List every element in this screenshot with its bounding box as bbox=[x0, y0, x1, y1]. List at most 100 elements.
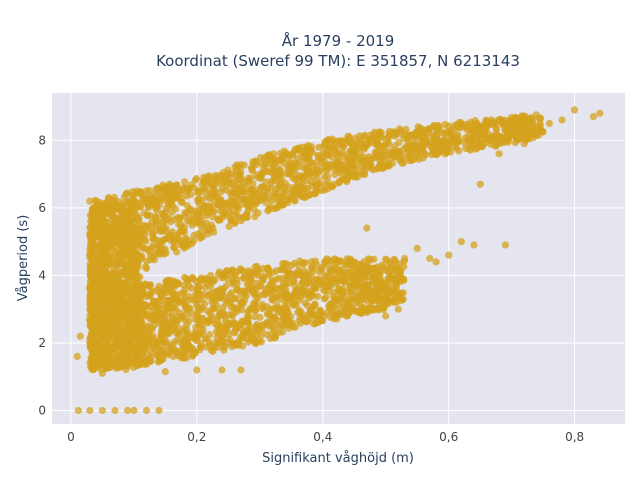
data-point bbox=[149, 230, 157, 238]
data-point bbox=[195, 321, 203, 329]
data-point bbox=[426, 254, 434, 263]
data-point bbox=[300, 185, 308, 193]
data-point bbox=[127, 208, 135, 216]
data-point bbox=[282, 318, 290, 326]
data-point bbox=[103, 242, 111, 250]
data-point bbox=[228, 310, 237, 318]
data-point bbox=[244, 338, 252, 346]
data-point bbox=[252, 338, 260, 346]
data-point bbox=[117, 235, 125, 243]
data-point bbox=[157, 290, 165, 298]
data-point bbox=[244, 314, 252, 322]
data-point bbox=[171, 295, 179, 303]
data-point bbox=[360, 289, 368, 297]
data-point bbox=[90, 358, 98, 366]
data-point bbox=[419, 143, 427, 151]
data-point bbox=[533, 126, 541, 134]
data-point bbox=[379, 154, 387, 162]
data-point bbox=[174, 213, 182, 222]
data-point bbox=[177, 221, 185, 229]
data-point bbox=[197, 340, 205, 348]
data-point bbox=[352, 275, 360, 283]
data-point bbox=[272, 204, 280, 212]
data-point bbox=[316, 154, 324, 162]
data-point bbox=[340, 276, 348, 284]
data-point bbox=[272, 157, 280, 166]
data-point bbox=[291, 145, 300, 153]
data-point bbox=[300, 172, 308, 180]
data-point bbox=[124, 406, 132, 415]
x-tick-label: 0 bbox=[67, 430, 75, 444]
x-tick-label: 0,2 bbox=[187, 430, 206, 444]
data-point bbox=[107, 300, 116, 308]
data-point bbox=[191, 176, 200, 184]
data-point bbox=[221, 209, 229, 217]
data-point bbox=[124, 333, 132, 341]
data-point bbox=[101, 298, 109, 306]
data-point bbox=[480, 131, 488, 139]
data-point bbox=[218, 274, 226, 282]
data-point bbox=[380, 141, 388, 149]
data-point bbox=[324, 172, 332, 180]
data-point bbox=[250, 205, 258, 214]
data-point bbox=[181, 178, 189, 186]
data-point bbox=[89, 280, 97, 288]
data-point bbox=[223, 200, 231, 208]
data-point bbox=[292, 289, 300, 297]
x-tick-label: 0,8 bbox=[565, 430, 584, 444]
data-point bbox=[166, 185, 174, 193]
data-point bbox=[226, 291, 234, 299]
data-point bbox=[229, 339, 237, 348]
data-point bbox=[155, 247, 163, 255]
data-point bbox=[401, 254, 409, 263]
data-point bbox=[150, 312, 158, 320]
data-point bbox=[245, 174, 253, 182]
data-point bbox=[169, 202, 177, 210]
data-point bbox=[286, 184, 294, 192]
data-point bbox=[333, 152, 341, 160]
data-point bbox=[185, 282, 193, 290]
data-point bbox=[391, 283, 399, 291]
data-point bbox=[105, 275, 114, 283]
data-point bbox=[250, 189, 258, 197]
data-point bbox=[596, 109, 604, 117]
data-point bbox=[130, 332, 138, 340]
data-point bbox=[589, 113, 598, 121]
data-point bbox=[97, 273, 105, 282]
data-point bbox=[152, 213, 160, 221]
data-point bbox=[152, 204, 160, 212]
data-point bbox=[126, 270, 134, 278]
data-point bbox=[264, 288, 272, 296]
data-point bbox=[181, 212, 189, 220]
data-point bbox=[122, 341, 130, 349]
data-point bbox=[244, 307, 253, 315]
data-point bbox=[357, 262, 365, 270]
data-point bbox=[344, 301, 352, 309]
data-point bbox=[433, 132, 441, 140]
data-point bbox=[112, 272, 120, 280]
data-point bbox=[181, 334, 189, 342]
data-point bbox=[148, 192, 156, 200]
data-point bbox=[368, 295, 376, 304]
data-point bbox=[182, 305, 191, 313]
data-point bbox=[189, 275, 197, 283]
data-point bbox=[122, 365, 130, 374]
data-point bbox=[346, 163, 354, 171]
data-point bbox=[153, 184, 161, 193]
data-point bbox=[197, 219, 205, 227]
data-point bbox=[212, 174, 220, 182]
data-point bbox=[296, 308, 305, 316]
data-point bbox=[96, 231, 104, 239]
data-point bbox=[362, 279, 370, 288]
data-point bbox=[268, 278, 276, 287]
data-point bbox=[132, 253, 140, 261]
data-point bbox=[380, 164, 388, 172]
data-point bbox=[262, 157, 270, 165]
data-point bbox=[180, 352, 188, 360]
data-point bbox=[278, 306, 286, 314]
data-point bbox=[526, 117, 534, 125]
data-point bbox=[264, 265, 272, 273]
data-point bbox=[239, 274, 247, 282]
data-point bbox=[222, 175, 230, 183]
data-point bbox=[236, 169, 244, 178]
